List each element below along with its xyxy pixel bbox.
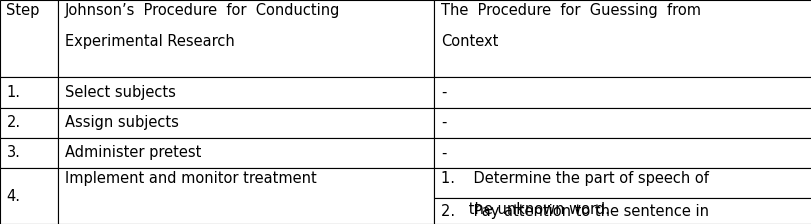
- Text: the unknown word.: the unknown word.: [440, 202, 609, 217]
- Text: Select subjects: Select subjects: [65, 85, 176, 100]
- Text: Administer pretest: Administer pretest: [65, 145, 201, 160]
- Text: Step: Step: [6, 3, 40, 18]
- Text: 4.: 4.: [6, 189, 20, 203]
- Bar: [58, 77, 434, 108]
- Bar: [0, 168, 58, 224]
- Bar: [434, 77, 811, 108]
- Bar: [434, 108, 811, 138]
- Bar: [434, 0, 811, 77]
- Text: Context: Context: [440, 34, 498, 49]
- Text: -: -: [440, 145, 446, 160]
- Text: 2.    Pay attention to the sentence in: 2. Pay attention to the sentence in: [440, 204, 708, 219]
- Text: Johnson’s  Procedure  for  Conducting: Johnson’s Procedure for Conducting: [65, 3, 340, 18]
- Text: 1.    Determine the part of speech of: 1. Determine the part of speech of: [440, 171, 708, 186]
- Bar: [434, 198, 811, 224]
- Bar: [58, 108, 434, 138]
- Bar: [434, 168, 811, 198]
- Bar: [0, 108, 58, 138]
- Bar: [434, 138, 811, 168]
- Bar: [58, 168, 434, 224]
- Text: -: -: [440, 85, 446, 100]
- Text: Experimental Research: Experimental Research: [65, 34, 234, 49]
- Text: -: -: [440, 115, 446, 130]
- Text: 3.: 3.: [6, 145, 20, 160]
- Bar: [58, 0, 434, 77]
- Text: Assign subjects: Assign subjects: [65, 115, 178, 130]
- Text: The  Procedure  for  Guessing  from: The Procedure for Guessing from: [440, 3, 700, 18]
- Text: 2.: 2.: [6, 115, 20, 130]
- Bar: [0, 138, 58, 168]
- Text: 1.: 1.: [6, 85, 20, 100]
- Bar: [58, 138, 434, 168]
- Text: Implement and monitor treatment: Implement and monitor treatment: [65, 171, 316, 186]
- Bar: [0, 0, 58, 77]
- Bar: [0, 77, 58, 108]
